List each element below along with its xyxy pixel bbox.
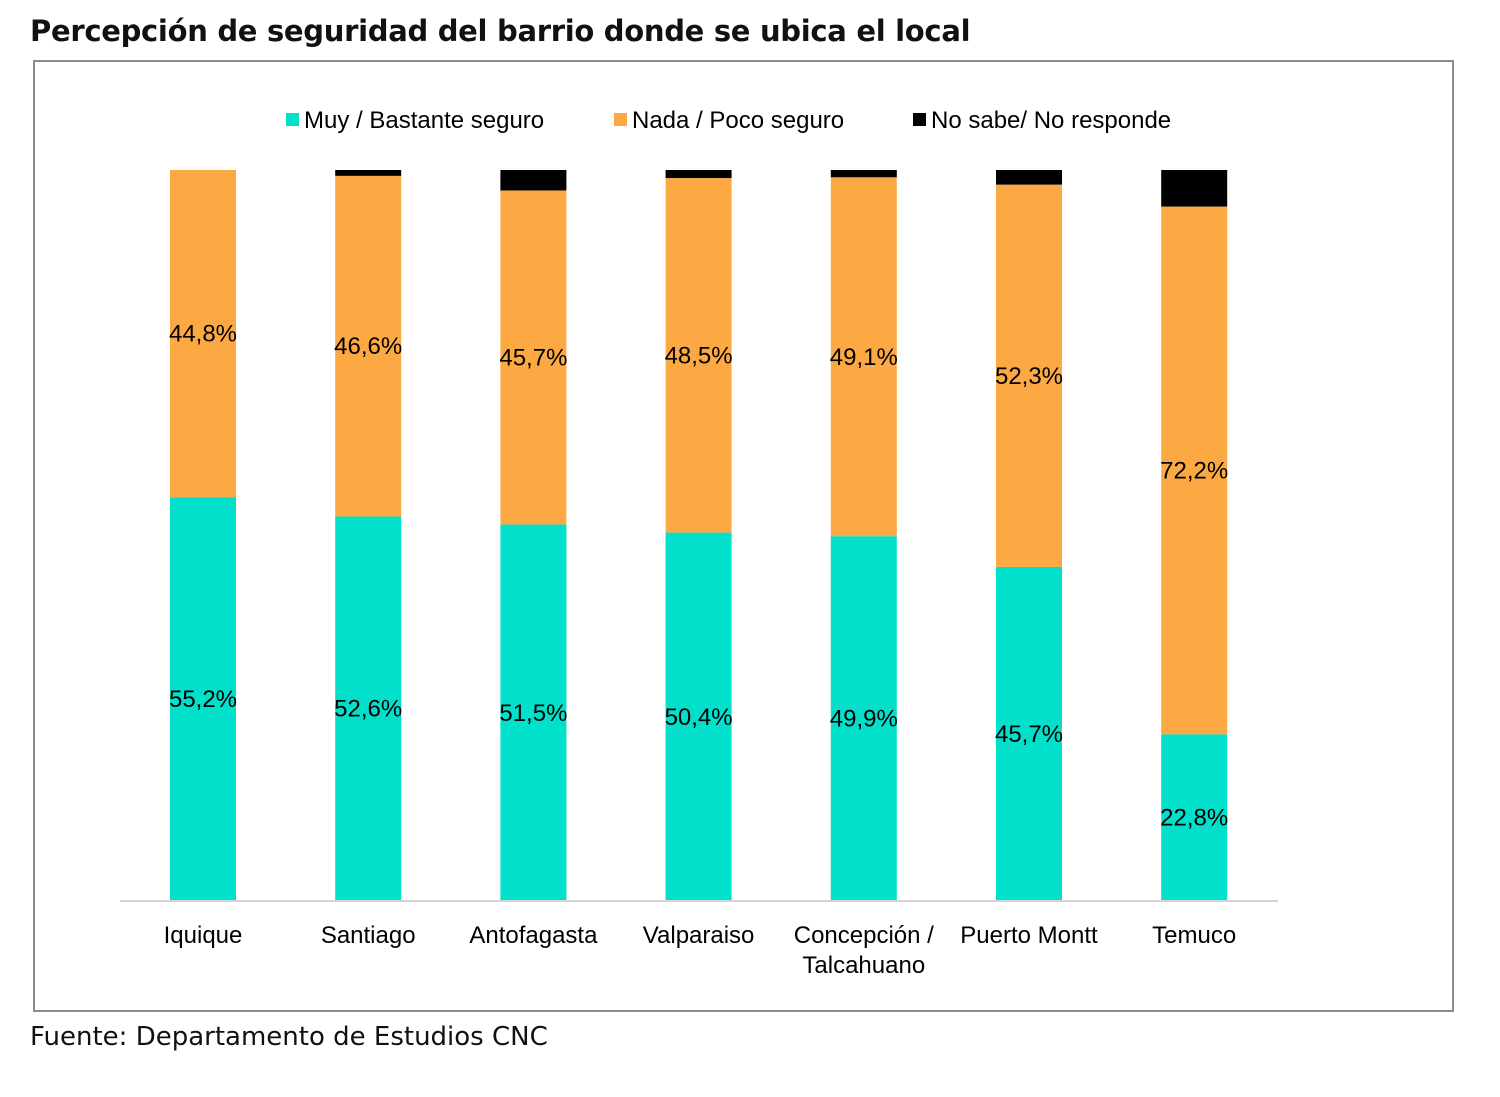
legend-swatch-muy-bastante-seguro xyxy=(286,113,299,126)
bar-nada-poco-seguro-iquique xyxy=(170,170,236,498)
category-label-santiago: Santiago xyxy=(321,922,416,949)
legend-label-nada-poco-seguro: Nada / Poco seguro xyxy=(632,107,844,134)
bar-muy-bastante-seguro-valparaiso xyxy=(665,532,732,901)
bar-no-sabe-no-responde-valparaiso xyxy=(665,170,732,179)
legend-swatch-nada-poco-seguro xyxy=(614,113,627,126)
bar-no-sabe-no-responde-temuco xyxy=(1161,170,1228,207)
bar-nada-poco-seguro-temuco xyxy=(1161,206,1228,735)
category-label-iquique: Iquique xyxy=(164,922,243,949)
bar-muy-bastante-seguro-antofagasta xyxy=(500,524,567,901)
bar-muy-bastante-seguro-puerto-montt xyxy=(996,566,1062,901)
data-label-muy-bastante-seguro-temuco: 22,8% xyxy=(1160,805,1228,832)
data-label-muy-bastante-seguro-concepcion-talcahuano: 49,9% xyxy=(830,706,898,733)
data-label-nada-poco-seguro-antofagasta: 45,7% xyxy=(499,345,567,372)
category-label-concepcion-talcahuano-line-1: Concepción / xyxy=(794,922,934,949)
bar-muy-bastante-seguro-iquique xyxy=(170,497,236,901)
data-label-nada-poco-seguro-iquique: 44,8% xyxy=(169,321,237,348)
legend-label-muy-bastante-seguro: Muy / Bastante seguro xyxy=(304,107,544,134)
category-label-valparaiso: Valparaiso xyxy=(643,922,755,949)
legend-label-no-sabe-no-responde: No sabe/ No responde xyxy=(931,107,1171,134)
category-label-puerto-montt: Puerto Montt xyxy=(960,922,1098,949)
data-label-nada-poco-seguro-santiago: 46,6% xyxy=(334,333,402,360)
chart-title: Percepción de seguridad del barrio donde… xyxy=(30,14,971,48)
source-note: Fuente: Departamento de Estudios CNC xyxy=(30,1022,548,1052)
bar-nada-poco-seguro-concepcion-talcahuano xyxy=(830,177,897,537)
category-label-concepcion-talcahuano-line-2: Talcahuano xyxy=(802,952,925,979)
bar-muy-bastante-seguro-santiago xyxy=(335,516,402,901)
bar-no-sabe-no-responde-santiago xyxy=(335,170,402,176)
category-label-temuco: Temuco xyxy=(1152,922,1236,949)
data-label-nada-poco-seguro-concepcion-talcahuano: 49,1% xyxy=(830,344,898,371)
bar-nada-poco-seguro-santiago xyxy=(335,175,402,517)
data-label-muy-bastante-seguro-puerto-montt: 45,7% xyxy=(995,721,1063,748)
bar-muy-bastante-seguro-temuco xyxy=(1161,734,1228,901)
bar-no-sabe-no-responde-antofagasta xyxy=(500,170,567,191)
data-label-nada-poco-seguro-valparaiso: 48,5% xyxy=(665,342,733,369)
category-label-antofagasta: Antofagasta xyxy=(469,922,598,949)
data-label-muy-bastante-seguro-valparaiso: 50,4% xyxy=(665,704,733,731)
legend-swatch-no-sabe-no-responde xyxy=(913,113,926,126)
data-label-muy-bastante-seguro-santiago: 52,6% xyxy=(334,696,402,723)
data-label-muy-bastante-seguro-iquique: 55,2% xyxy=(169,686,237,713)
bar-nada-poco-seguro-puerto-montt xyxy=(996,184,1062,567)
bar-no-sabe-no-responde-concepcion-talcahuano xyxy=(830,170,897,178)
data-label-nada-poco-seguro-puerto-montt: 52,3% xyxy=(995,363,1063,390)
data-label-nada-poco-seguro-temuco: 72,2% xyxy=(1160,457,1228,484)
bar-nada-poco-seguro-antofagasta xyxy=(500,190,567,525)
bar-nada-poco-seguro-valparaiso xyxy=(665,178,732,533)
data-label-muy-bastante-seguro-antofagasta: 51,5% xyxy=(499,700,567,727)
bar-no-sabe-no-responde-puerto-montt xyxy=(996,170,1062,185)
bar-muy-bastante-seguro-concepcion-talcahuano xyxy=(830,536,897,901)
